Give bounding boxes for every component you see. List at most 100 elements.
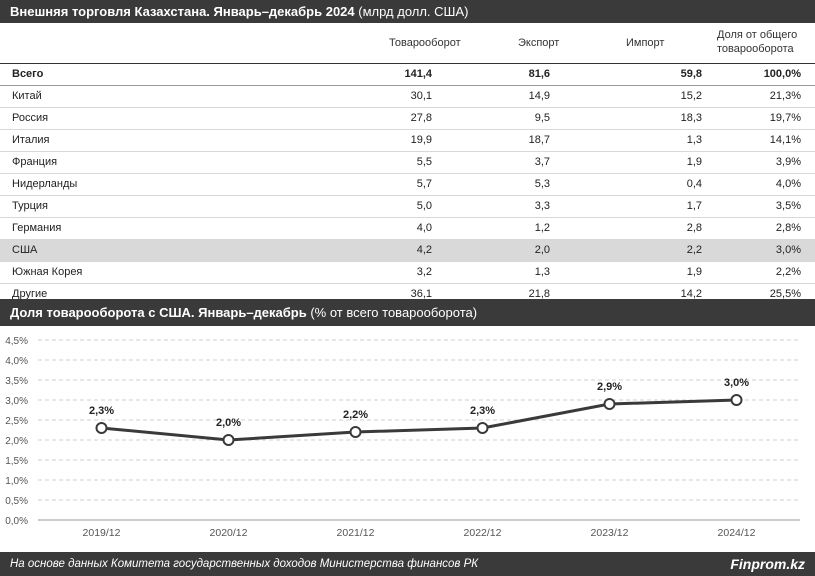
data-label: 2,3%: [470, 405, 495, 417]
turnover-cell: 5,0: [416, 200, 432, 212]
footer: На основе данных Комитета государственны…: [0, 552, 815, 576]
brand-logo: Finprom.kz: [730, 556, 805, 572]
data-point: [730, 394, 743, 406]
export-cell: 5,3: [534, 178, 550, 190]
turnover-cell: 5,7: [416, 178, 432, 190]
import-cell: 1,7: [686, 200, 702, 212]
share-cell: 2,2%: [775, 266, 801, 278]
share-cell: 2,8%: [775, 222, 801, 234]
country-cell: Южная Корея: [12, 266, 83, 278]
share-cell: 21,3%: [769, 90, 801, 102]
country-cell: Нидерланды: [12, 178, 78, 190]
country-cell: Другие: [12, 288, 48, 300]
export-cell: 3,7: [534, 156, 550, 168]
y-tick-label: 0,5%: [5, 496, 28, 507]
export-cell: 21,8: [528, 288, 550, 300]
table-row: Турция 5,0 3,3 1,7 3,5%: [0, 196, 815, 218]
x-tick-label: 2020/12: [210, 527, 248, 539]
import-cell: 59,8: [680, 68, 702, 80]
trade-table: Товарооборот Экспорт Импорт Доля от обще…: [0, 23, 815, 306]
share-cell: 100,0%: [763, 68, 801, 80]
share-cell: 14,1%: [769, 134, 801, 146]
y-tick-label: 3,0%: [5, 396, 28, 407]
import-cell: 2,8: [686, 222, 702, 234]
export-cell: 3,3: [534, 200, 550, 212]
turnover-cell: 4,2: [416, 244, 432, 256]
turnover-cell: 5,5: [416, 156, 432, 168]
y-tick-label: 1,5%: [5, 456, 28, 467]
y-tick-label: 4,0%: [5, 356, 28, 367]
table-row: Южная Корея 3,2 1,3 1,9 2,2%: [0, 262, 815, 284]
import-cell: 0,4: [686, 178, 702, 190]
country-cell: Китай: [12, 90, 42, 102]
data-label: 2,3%: [89, 405, 114, 417]
chart-title-unit: (% от всего товарооборота): [306, 305, 478, 320]
data-label: 3,0%: [724, 377, 749, 389]
table-row: Россия 27,8 9,5 18,3 19,7%: [0, 108, 815, 130]
table-row: Китай 30,1 14,9 15,2 21,3%: [0, 86, 815, 108]
header-turnover: Товарооборот: [389, 37, 461, 49]
x-tick-label: 2022/12: [464, 527, 502, 539]
export-cell: 2,0: [534, 244, 550, 256]
table-row: Нидерланды 5,7 5,3 0,4 4,0%: [0, 174, 815, 196]
country-cell: США: [12, 244, 38, 256]
data-point: [95, 422, 108, 434]
y-tick-label: 2,5%: [5, 416, 28, 427]
y-tick-label: 0,0%: [5, 516, 28, 527]
export-cell: 1,2: [534, 222, 550, 234]
turnover-cell: 36,1: [410, 288, 432, 300]
us-share-line-chart: 0,0% 0,5% 1,0% 1,5% 2,0% 2,5% 3,0% 3,5% 4,0% 4,5%…: [5, 336, 800, 539]
country-cell: Франция: [12, 156, 58, 168]
x-tick-label: 2023/12: [591, 527, 629, 539]
table-title-main: Внешняя торговля Казахстана. Январь–дека…: [10, 4, 355, 19]
turnover-cell: 30,1: [410, 90, 432, 102]
turnover-cell: 27,8: [410, 112, 432, 124]
data-point: [222, 434, 235, 446]
x-tick-label: 2019/12: [83, 527, 121, 539]
share-cell: 3,5%: [775, 200, 801, 212]
export-cell: 1,3: [534, 266, 550, 278]
y-tick-label: 2,0%: [5, 436, 28, 447]
country-cell: Россия: [12, 112, 49, 124]
share-cell: 4,0%: [775, 178, 801, 190]
table-row: Германия 4,0 1,2 2,8 2,8%: [0, 218, 815, 240]
turnover-cell: 3,2: [416, 266, 432, 278]
table-body: Всего 141,4 81,6 59,8 100,0% Китай 30,1 14,9 15,…: [0, 64, 815, 306]
turnover-cell: 141,4: [404, 68, 432, 80]
table-row: Франция 5,5 3,7 1,9 3,9%: [0, 152, 815, 174]
import-cell: 1,9: [686, 266, 702, 278]
export-cell: 9,5: [534, 112, 550, 124]
turnover-cell: 4,0: [416, 222, 432, 234]
source-note: На основе данных Комитета государственны…: [10, 558, 479, 570]
import-cell: 2,2: [686, 244, 702, 256]
country-cell: Германия: [12, 222, 62, 234]
data-label: 2,0%: [216, 417, 241, 429]
import-cell: 14,2: [680, 288, 702, 300]
x-tick-label: 2024/12: [718, 527, 756, 539]
share-cell: 25,5%: [769, 288, 801, 300]
import-cell: 18,3: [680, 112, 702, 124]
data-label: 2,2%: [343, 409, 368, 421]
import-cell: 15,2: [680, 90, 702, 102]
country-cell: Италия: [12, 134, 50, 146]
chart-title: Доля товарооборота с США. Январь–декабрь…: [0, 299, 815, 326]
y-tick-label: 4,5%: [5, 336, 28, 347]
data-point: [603, 398, 616, 410]
turnover-cell: 19,9: [410, 134, 432, 146]
x-tick-label: 2021/12: [337, 527, 375, 539]
share-cell: 3,0%: [775, 244, 801, 256]
table-title: Внешняя торговля Казахстана. Январь–дека…: [0, 0, 815, 23]
share-cell: 3,9%: [775, 156, 801, 168]
y-tick-label: 3,5%: [5, 376, 28, 387]
chart-title-main: Доля товарооборота с США. Январь–декабрь: [10, 305, 307, 320]
data-point: [476, 422, 489, 434]
table-row: Всего 141,4 81,6 59,8 100,0%: [0, 64, 815, 86]
export-cell: 18,7: [528, 134, 550, 146]
export-cell: 14,9: [528, 90, 550, 102]
table-title-unit: (млрд долл. США): [354, 4, 469, 19]
share-cell: 19,7%: [769, 112, 801, 124]
header-import: Импорт: [626, 37, 665, 49]
table-row: США 4,2 2,0 2,2 3,0%: [0, 240, 815, 262]
data-label: 2,9%: [597, 381, 622, 393]
table-header: Товарооборот Экспорт Импорт Доля от обще…: [0, 23, 815, 64]
